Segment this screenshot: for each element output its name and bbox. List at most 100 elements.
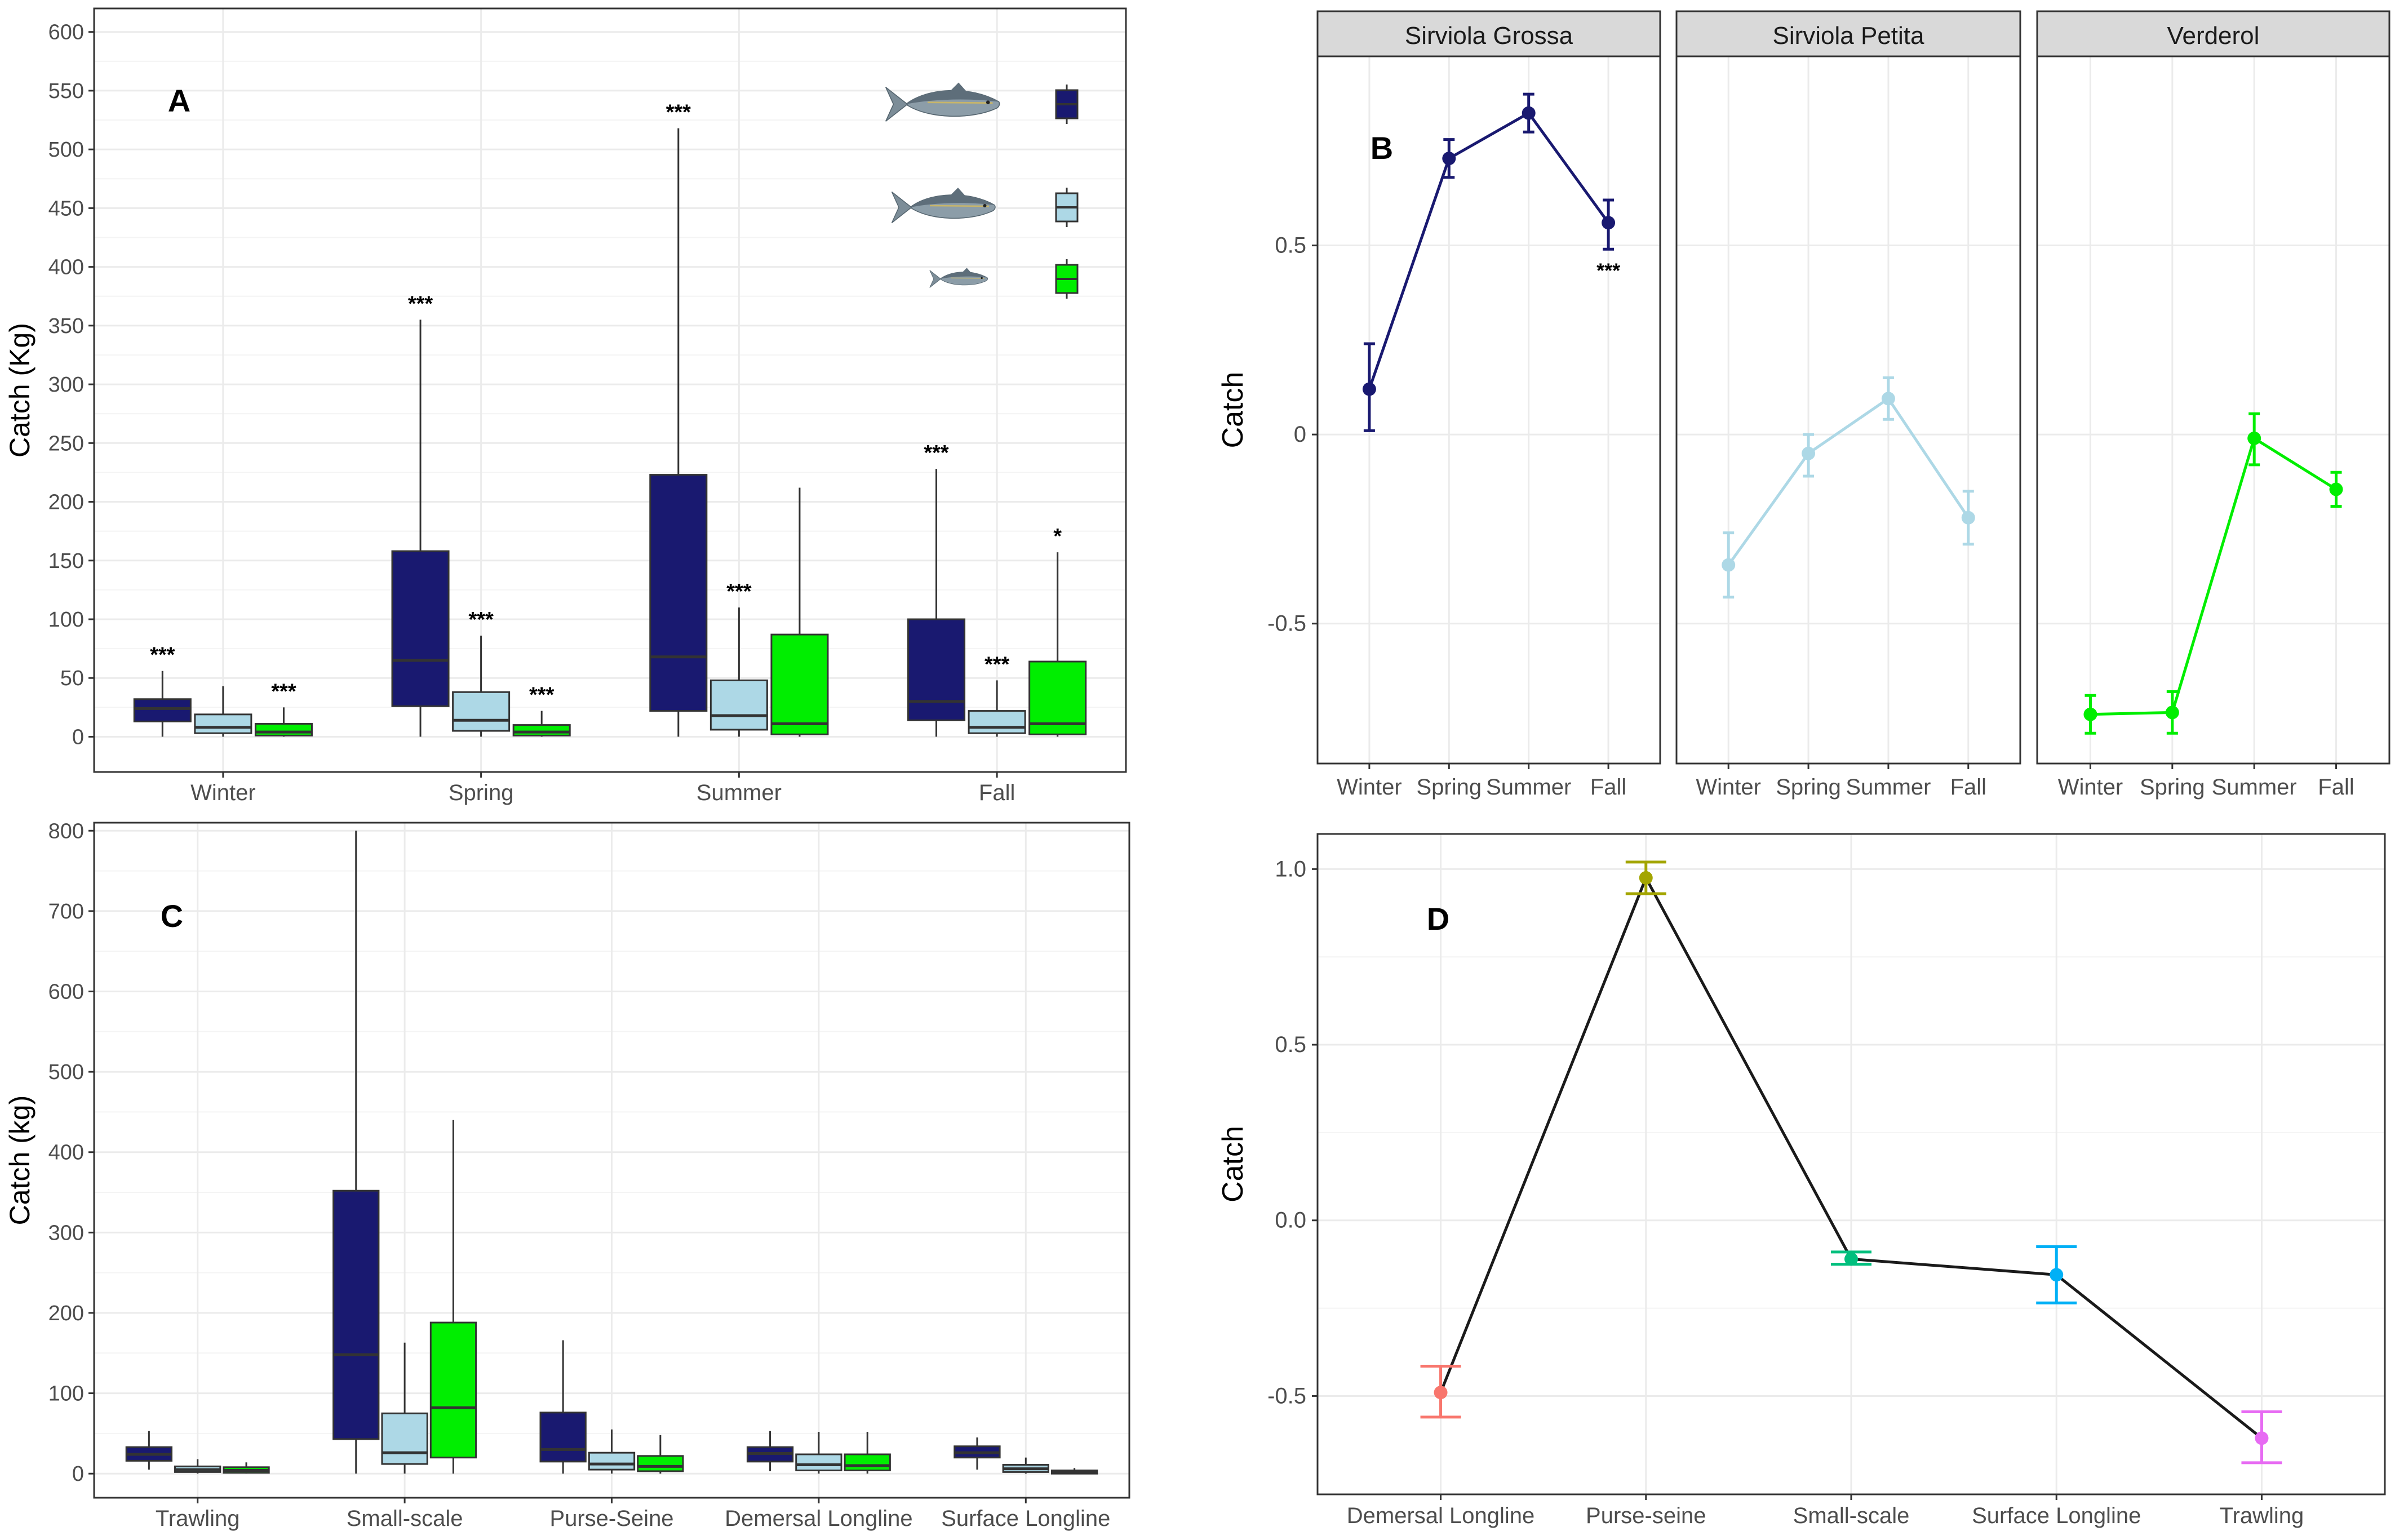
panel-letter: A — [168, 83, 190, 118]
fish-back — [906, 90, 999, 104]
panel-a: ************************ ****050100150200… — [4, 7, 1127, 805]
data-point — [1362, 382, 1376, 396]
x-tick-label: Small-scale — [1793, 1503, 1910, 1528]
x-tick-label: Spring — [449, 780, 514, 805]
fish-tail — [885, 87, 908, 122]
fish-eye — [981, 277, 983, 279]
x-tick-label: Trawling — [2220, 1503, 2304, 1528]
fish-dorsal-fin — [949, 82, 966, 92]
y-tick-label: 0 — [1294, 422, 1306, 447]
x-tick-label: Spring — [1416, 775, 1482, 800]
panel-b: Sirviola Grossa***Winter Spring Summer Fall… — [1217, 10, 2390, 800]
y-tick-label: 100 — [48, 608, 84, 632]
data-point — [1881, 392, 1895, 406]
box-verderol — [637, 1455, 684, 1472]
significance-label: *** — [150, 643, 175, 667]
y-axis-title: Catch — [1217, 1126, 1249, 1202]
x-tick-label: Purse-Seine — [549, 1506, 673, 1531]
x-tick-label: Purse-seine — [1586, 1503, 1706, 1528]
panel-letter: B — [1371, 130, 1393, 166]
y-tick-label: 450 — [48, 197, 84, 220]
data-point — [2083, 707, 2097, 721]
data-point — [2165, 705, 2179, 720]
y-axis-title: Catch — [1217, 372, 1249, 449]
y-tick-label: 400 — [48, 1141, 84, 1165]
y-tick-label: 500 — [48, 138, 84, 162]
box-verderol — [429, 1321, 477, 1459]
fish-dorsal-fin — [962, 268, 971, 273]
x-tick-label: Fall — [979, 780, 1015, 805]
panel-border — [93, 7, 1127, 773]
y-tick-label: 400 — [48, 256, 84, 279]
x-tick-label: Winter — [1696, 775, 1761, 800]
y-tick-label: 150 — [48, 549, 84, 573]
data-point — [1844, 1252, 1858, 1266]
y-axis-title: Catch (Kg) — [4, 323, 36, 458]
x-tick-label: Spring — [2140, 775, 2205, 800]
plot-background — [2037, 56, 2389, 764]
fish-tail — [891, 191, 912, 224]
data-point — [1602, 216, 1616, 230]
x-tick-label: Fall — [1590, 775, 1626, 800]
significance-label: * — [1053, 525, 1062, 548]
x-tick-label: Winter — [2058, 775, 2123, 800]
fish-back — [910, 194, 995, 207]
plot-background — [94, 8, 1126, 772]
significance-label: *** — [468, 608, 494, 632]
y-tick-label: 1.0 — [1275, 856, 1306, 881]
x-tick-label: Fall — [1950, 775, 1986, 800]
data-point — [1639, 871, 1653, 885]
series-line — [1727, 396, 1970, 566]
x-tick-label: Trawling — [156, 1506, 240, 1531]
panel-border — [2036, 55, 2390, 765]
facet-title: Sirviola Petita — [1772, 22, 1924, 50]
data-point — [2329, 482, 2343, 496]
box-verderol — [254, 723, 313, 736]
y-tick-label: 600 — [48, 21, 84, 45]
x-tick-label: Demersal Longline — [1347, 1503, 1535, 1528]
panel-d: -0.5 0.0 0.5 1.0 Demersal Longline Purse-sein… — [1217, 833, 2386, 1528]
significance-label: *** — [1596, 259, 1620, 282]
box-sirviola-grossa — [649, 474, 708, 712]
box-sirviola-grossa — [332, 1190, 380, 1440]
fish-eye — [983, 204, 987, 207]
box-verderol — [770, 633, 829, 735]
y-tick-label: 300 — [48, 1221, 84, 1245]
plot-background — [1318, 56, 1660, 764]
data-point — [2247, 431, 2261, 445]
x-tick-label: Winter — [190, 780, 256, 805]
series-line — [1368, 111, 1610, 390]
y-tick-label: 600 — [48, 980, 84, 1004]
significance-label: *** — [924, 441, 949, 465]
y-axis-title: Catch (kg) — [4, 1095, 36, 1226]
significance-label: *** — [408, 292, 433, 316]
y-tick-label: 250 — [48, 432, 84, 455]
x-tick-label: Summer — [697, 780, 782, 805]
panel-letter: D — [1427, 901, 1449, 937]
y-tick-label: 100 — [48, 1382, 84, 1406]
facet-title: Verderol — [2167, 22, 2260, 50]
x-tick-label: Small-scale — [347, 1506, 463, 1531]
data-point — [1802, 446, 1816, 460]
y-tick-label: -0.5 — [1267, 1383, 1306, 1408]
box-sirviola-grossa — [907, 618, 966, 721]
x-tick-label: Surface Longline — [941, 1506, 1110, 1531]
data-point — [1961, 511, 1975, 525]
data-point — [1442, 152, 1456, 166]
significance-label: *** — [529, 684, 555, 707]
panel-letter: C — [161, 898, 183, 934]
y-tick-label: 50 — [60, 667, 84, 690]
y-tick-label: 200 — [48, 491, 84, 514]
box-verderol — [1028, 660, 1087, 735]
y-tick-label: 0 — [72, 725, 84, 749]
x-tick-label: Surface Longline — [1972, 1503, 2141, 1528]
significance-label: *** — [984, 653, 1010, 676]
fish-back — [940, 272, 987, 279]
significance-label: *** — [726, 580, 752, 603]
amberjack-fish-icon — [891, 188, 996, 224]
significance-label: *** — [666, 101, 691, 125]
data-point — [1722, 558, 1736, 572]
y-tick-label: 0.0 — [1275, 1208, 1306, 1233]
significance-label: *** — [271, 680, 296, 703]
